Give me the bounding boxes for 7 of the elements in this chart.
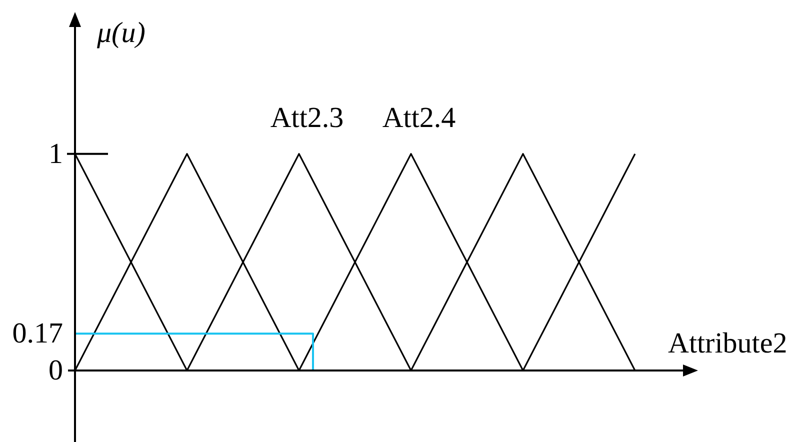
y-tick-label: 0.17 [12,318,63,350]
series-label: Att2.4 [382,102,456,134]
y-tick-label: 0 [48,354,63,386]
y-axis-title: μ(u) [96,17,146,49]
y-tick-label: 1 [48,138,63,170]
series-label: Att2.3 [270,102,344,134]
x-axis-title: Attribute2 [668,328,788,360]
